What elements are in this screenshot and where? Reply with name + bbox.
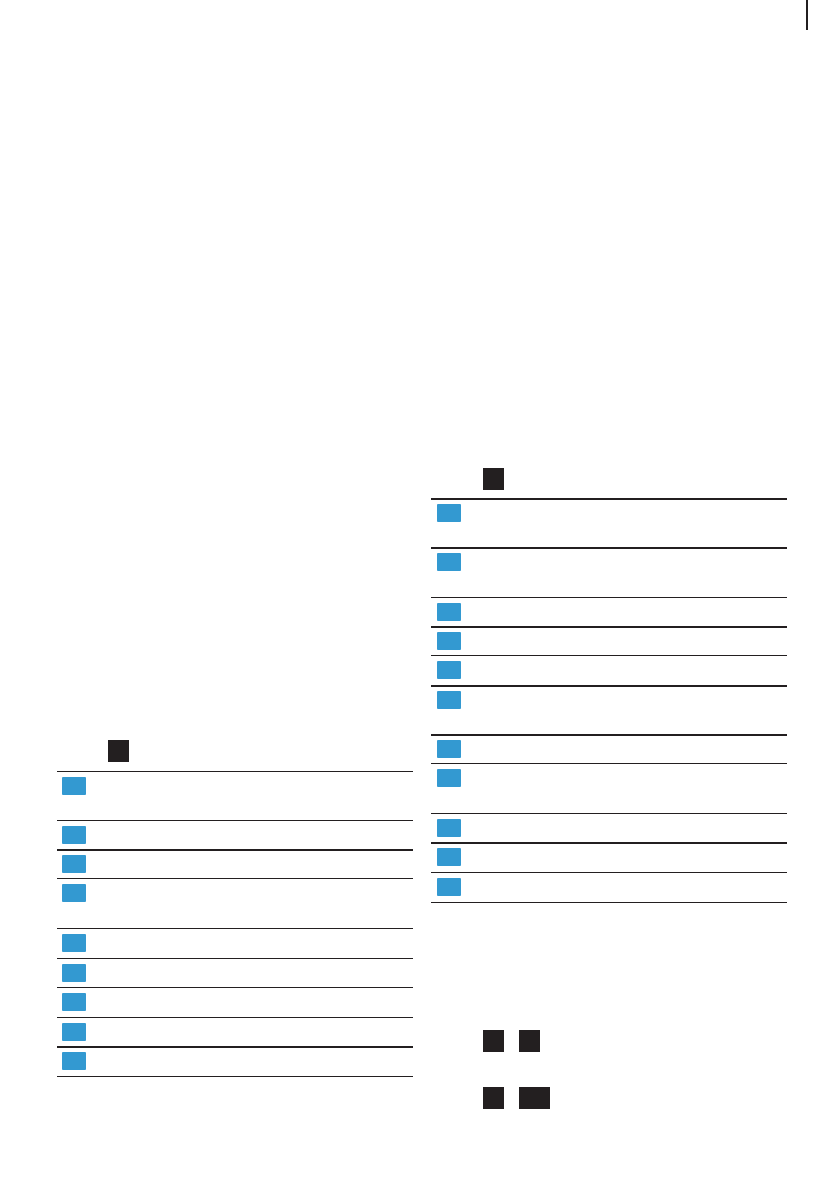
row-marker-icon [437, 848, 461, 866]
row-marker-icon [437, 661, 461, 679]
table-rule [431, 685, 787, 687]
row-marker-icon [62, 826, 86, 844]
table-rule [431, 597, 787, 598]
table-rule [57, 771, 413, 772]
table-rule [57, 958, 413, 959]
row-marker-icon [437, 553, 461, 571]
table-rule [431, 498, 787, 500]
row-marker-icon [437, 504, 461, 522]
table-rule [431, 763, 787, 764]
key-icon [519, 1030, 540, 1052]
row-marker-icon [62, 777, 86, 795]
table-rule [57, 1076, 413, 1077]
key-icon [483, 1030, 504, 1052]
page-edge-mark [806, 0, 808, 30]
table-rule [431, 813, 787, 814]
table-rule [431, 902, 787, 903]
table-rule [57, 878, 413, 879]
key-icon [483, 1087, 504, 1109]
table-rule [57, 1017, 413, 1018]
row-marker-icon [437, 603, 461, 621]
key-icon [519, 1087, 550, 1109]
row-marker-icon [437, 691, 461, 709]
row-marker-icon [62, 964, 86, 982]
table-rule [57, 1046, 413, 1048]
table-rule [431, 655, 787, 656]
row-marker-icon [437, 769, 461, 787]
row-marker-icon [62, 1023, 86, 1041]
row-marker-icon [437, 740, 461, 758]
row-marker-icon [62, 884, 86, 902]
table-header-icon [483, 468, 504, 490]
row-marker-icon [62, 1052, 86, 1070]
table-rule [57, 849, 413, 851]
table-rule [431, 872, 787, 873]
table-rule [431, 842, 787, 844]
row-marker-icon [62, 855, 86, 873]
row-marker-icon [437, 632, 461, 650]
table-rule [57, 820, 413, 821]
table-rule [57, 987, 413, 988]
table-rule [431, 734, 787, 736]
table-rule [431, 547, 787, 549]
row-marker-icon [62, 993, 86, 1011]
table-header-icon [108, 740, 129, 762]
row-marker-icon [62, 934, 86, 952]
row-marker-icon [437, 819, 461, 837]
table-rule [57, 928, 413, 929]
table-rule [431, 626, 787, 628]
row-marker-icon [437, 878, 461, 896]
